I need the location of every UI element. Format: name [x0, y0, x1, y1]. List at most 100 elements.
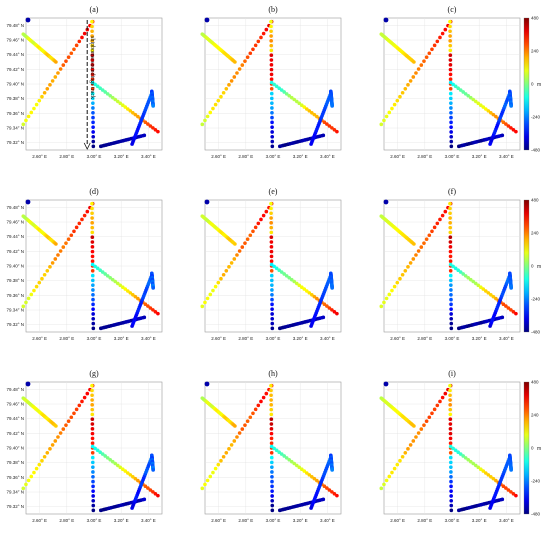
data-point	[504, 304, 508, 308]
data-point	[506, 488, 511, 492]
data-point	[330, 286, 334, 290]
data-point	[392, 466, 397, 471]
data-point	[91, 106, 95, 110]
data-point	[115, 463, 120, 468]
data-point	[219, 94, 223, 99]
data-point	[113, 97, 118, 102]
data-point	[297, 101, 302, 106]
x-tick-label: 3.20° E	[293, 154, 308, 159]
data-point	[90, 225, 95, 230]
data-point	[392, 284, 397, 289]
data-point	[458, 452, 463, 456]
data-point	[509, 308, 513, 312]
data-point	[42, 272, 47, 277]
data-point	[322, 484, 327, 489]
data-point	[50, 261, 55, 265]
data-point	[322, 120, 327, 125]
data-point	[142, 133, 147, 138]
data-point	[270, 292, 274, 297]
data-point	[383, 17, 389, 23]
data-point	[91, 498, 96, 503]
data-point	[453, 266, 458, 271]
data-point	[282, 454, 286, 458]
data-point	[466, 457, 471, 462]
data-point	[270, 498, 275, 503]
data-point	[424, 419, 429, 424]
x-tick-label: 3.20° E	[472, 336, 487, 341]
data-point	[85, 209, 90, 214]
data-point	[270, 110, 274, 115]
data-point	[449, 479, 453, 484]
data-point	[403, 268, 408, 273]
data-point	[235, 71, 239, 75]
data-point	[90, 455, 95, 460]
x-tick-label: 3.40° E	[320, 336, 335, 341]
data-point	[270, 297, 274, 302]
colorbar-tick-label: -480	[531, 512, 541, 517]
data-point	[449, 326, 454, 331]
data-point	[91, 326, 96, 331]
data-point	[229, 79, 234, 83]
data-point	[284, 274, 289, 278]
colorbar-tick-label: -240	[531, 479, 541, 484]
x-tick-label: 3.00° E	[266, 154, 281, 159]
data-point	[151, 490, 155, 494]
x-tick-label: 3.40° E	[320, 518, 335, 523]
data-point	[307, 473, 312, 477]
data-point	[448, 19, 452, 24]
colorbar-tick-label: 240	[531, 413, 539, 418]
data-point	[307, 109, 312, 113]
data-point	[34, 284, 39, 289]
data-point	[69, 233, 74, 238]
data-point	[25, 17, 31, 23]
data-point	[98, 268, 102, 273]
data-point	[90, 211, 94, 216]
y-tick-label: 79.36° N	[6, 111, 24, 116]
data-point	[90, 67, 95, 72]
x-tick-label: 2.60° E	[32, 154, 47, 159]
data-point	[395, 98, 400, 103]
x-tick-label: 3.20° E	[472, 518, 487, 523]
data-point	[269, 427, 274, 431]
data-point	[269, 407, 274, 412]
data-point	[131, 110, 135, 115]
data-point	[90, 48, 95, 53]
data-point	[120, 467, 125, 472]
data-point	[456, 268, 460, 273]
data-point	[128, 473, 133, 477]
data-point	[443, 209, 448, 214]
data-point	[408, 261, 413, 265]
data-point	[224, 450, 229, 455]
data-point	[91, 120, 95, 125]
data-point	[481, 469, 486, 473]
data-point	[292, 97, 297, 102]
data-point	[448, 441, 453, 446]
data-point	[270, 503, 275, 508]
data-point	[449, 321, 454, 326]
data-point	[330, 308, 334, 312]
data-point	[269, 221, 273, 225]
data-point	[448, 39, 452, 43]
data-point	[272, 82, 276, 87]
data-point	[146, 486, 150, 490]
x-tick-label: 2.80° E	[238, 336, 253, 341]
colorbar-tick-label: -480	[531, 148, 541, 153]
data-point	[74, 43, 79, 48]
data-point	[269, 278, 274, 283]
data-point	[213, 466, 218, 471]
data-point	[274, 84, 279, 89]
data-point	[448, 77, 453, 82]
data-point	[422, 241, 426, 245]
data-point	[304, 107, 309, 111]
y-tick-label: 79.40° N	[6, 264, 24, 269]
data-point	[143, 120, 148, 125]
data-point	[269, 249, 274, 254]
data-point	[237, 249, 242, 253]
data-point	[430, 47, 434, 52]
data-point	[299, 467, 304, 472]
data-point	[424, 237, 429, 242]
data-point	[312, 112, 317, 117]
data-point	[216, 98, 221, 103]
data-point	[118, 465, 123, 470]
data-point	[270, 101, 274, 105]
